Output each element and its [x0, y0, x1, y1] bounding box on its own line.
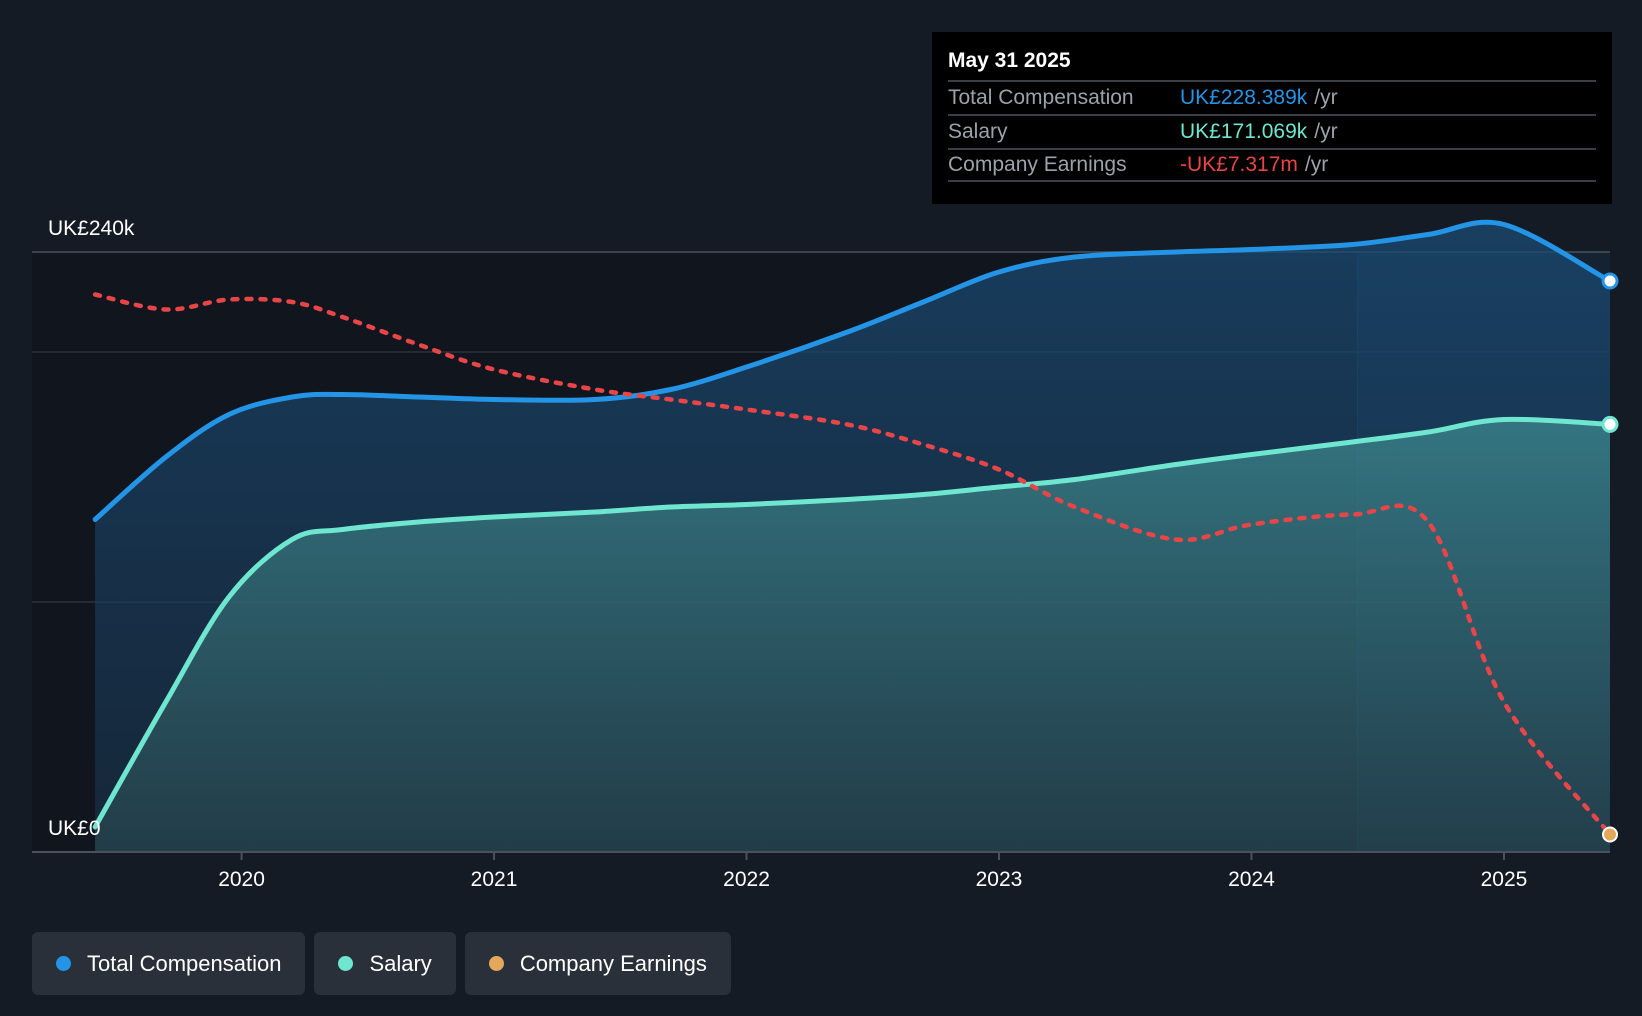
legend-label: Total Compensation	[87, 950, 282, 976]
x-tick-label: 2025	[1481, 868, 1528, 891]
tooltip-label: Salary	[948, 120, 1008, 143]
legend-dot-icon	[488, 956, 504, 971]
tooltip-row-salary: Salary UK£171.069k /yr	[948, 114, 1596, 148]
x-tick-label: 2023	[976, 868, 1023, 891]
total-compensation-end-point	[1601, 272, 1619, 290]
salary-end-point	[1601, 415, 1619, 433]
legend-label: Company Earnings	[519, 950, 707, 976]
tooltip-unit: /yr	[1314, 86, 1338, 109]
legend-item-company-earnings[interactable]: Company Earnings	[464, 932, 731, 995]
legend-item-salary[interactable]: Salary	[314, 932, 456, 995]
legend-item-total-compensation[interactable]: Total Compensation	[32, 932, 306, 995]
tooltip-value: UK£171.069k	[1180, 120, 1308, 143]
salary-line	[92, 416, 1613, 830]
tooltip-row-company-earnings: Company Earnings -UK£7.317m /yr	[948, 148, 1596, 182]
legend-dot-icon	[56, 956, 71, 971]
tooltip-label: Company Earnings	[948, 153, 1127, 176]
tooltip-label: Total Compensation	[948, 86, 1134, 109]
legend-dot-icon	[338, 956, 354, 971]
x-tick-label: 2020	[218, 868, 265, 891]
tooltip-unit: /yr	[1304, 153, 1329, 176]
y-tick-label-bottom: UK£0	[48, 817, 101, 840]
tooltip-row-total-compensation: Total Compensation UK£228.389k /yr	[948, 80, 1596, 114]
tooltip-unit: /yr	[1314, 120, 1338, 143]
x-tick-label: 2021	[471, 868, 518, 891]
x-tick-label: 2022	[723, 868, 770, 891]
tooltip-value: -UK£7.317m	[1180, 153, 1298, 176]
x-tick-label: 2024	[1228, 868, 1275, 891]
company-earnings-end-point	[1602, 826, 1618, 843]
company-earnings-line	[92, 292, 1613, 837]
chart-legend: Total Compensation Salary Company Earnin…	[32, 932, 731, 995]
y-tick-label-top: UK£240k	[48, 217, 135, 240]
total-compensation-line	[92, 219, 1613, 522]
data-tooltip: May 31 2025 Total Compensation UK£228.38…	[932, 32, 1612, 204]
tooltip-value: UK£228.389k	[1180, 86, 1308, 109]
tooltip-date: May 31 2025	[948, 49, 1071, 72]
legend-label: Salary	[369, 950, 432, 976]
